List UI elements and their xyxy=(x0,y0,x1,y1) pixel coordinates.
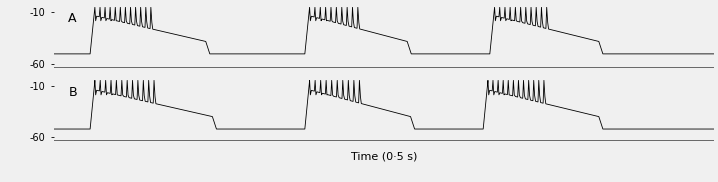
Text: B: B xyxy=(68,86,77,99)
Text: A: A xyxy=(68,13,77,25)
X-axis label: Time (0·5 s): Time (0·5 s) xyxy=(351,151,417,161)
